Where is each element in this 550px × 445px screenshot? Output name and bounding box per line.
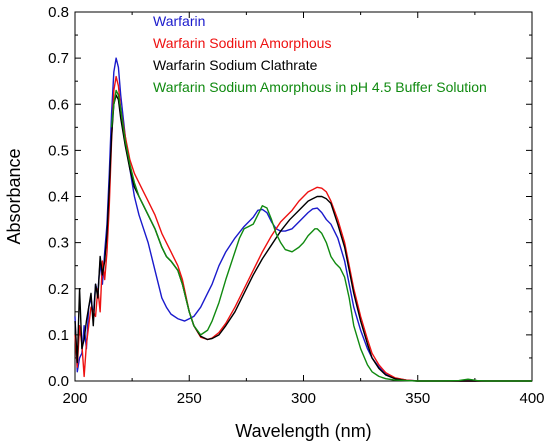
legend-entry-warfarin-sodium-amorphous: Warfarin Sodium Amorphous [153,35,331,51]
series-line-2 [74,94,532,382]
y-axis-title: Absorbance [4,148,24,244]
series-line-3 [110,89,532,382]
legend-entry-warfarin-sodium-clathrate: Warfarin Sodium Clathrate [153,57,318,73]
y-tick-label: 0.1 [48,327,69,344]
y-tick-label: 0.4 [48,189,69,206]
y-tick-label: 0.8 [48,4,69,21]
y-tick-labels: 0.0 0.1 0.2 0.3 0.4 0.5 0.6 0.7 0.8 [48,4,69,390]
x-axis-title: Wavelength (nm) [235,421,371,441]
x-tick-label: 300 [291,390,316,407]
series-lines [74,57,532,382]
y-tick-label: 0.0 [48,373,69,390]
x-tick-label: 250 [177,390,202,407]
x-tick-label: 400 [519,390,544,407]
y-tick-label: 0.5 [48,142,69,159]
series-line-0 [74,57,532,382]
legend-entry-warfarin: Warfarin [153,13,205,29]
legend-entry-buffer-solution: Warfarin Sodium Amorphous in pH 4.5 Buff… [153,79,487,95]
x-tick-label: 350 [405,390,430,407]
y-tick-label: 0.3 [48,235,69,252]
y-tick-label: 0.7 [48,50,69,67]
x-tick-label: 200 [62,390,87,407]
legend: Warfarin Warfarin Sodium Amorphous Warfa… [153,13,487,95]
y-tick-label: 0.2 [48,281,69,298]
x-tick-labels: 200 250 300 350 400 [62,390,544,407]
y-tick-label: 0.6 [48,96,69,113]
